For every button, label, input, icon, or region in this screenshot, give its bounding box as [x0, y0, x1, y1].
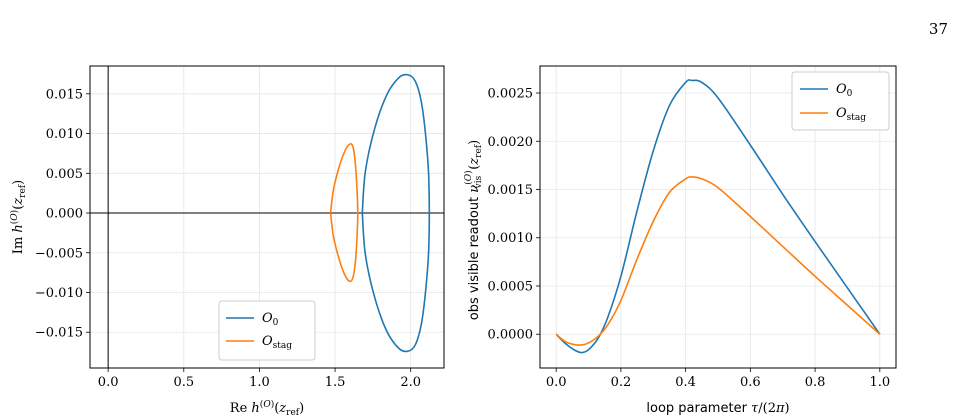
right-y-tick-label: 0.0000	[488, 328, 534, 343]
right-grid	[540, 66, 896, 368]
right-series-line-o0	[555, 79, 881, 354]
right-x-tick-label: 0.2	[611, 375, 632, 390]
right-legend: O0 Ostag	[791, 71, 890, 131]
right-x-axis-title: loop parameter τ/(2π)	[646, 401, 789, 416]
right-plot: 0.0 0.2 0.4 0.6 0.8 1.0 0.00000.00050.00100.0…	[463, 65, 897, 416]
left-y-tick-label: −0.010	[35, 286, 83, 301]
right-y-axis-title-prefix: obs visible readout	[467, 193, 482, 321]
right-y-tick-label: 0.0025	[488, 87, 534, 102]
left-plot-frame	[89, 65, 445, 369]
left-reference-lines	[90, 66, 444, 368]
right-y-tick-label: 0.0020	[488, 135, 534, 150]
right-y-ticks: 0.0000 0.0005 0.0010 0.0015 0.0020 0.0025	[488, 87, 540, 343]
right-legend-box	[791, 71, 890, 131]
left-y-tick-label: −0.005	[35, 246, 83, 261]
left-series-line-ostag	[329, 143, 359, 283]
left-legend: O0 Ostag	[218, 300, 316, 361]
right-x-tick-label: 0.6	[740, 375, 761, 390]
right-series	[555, 79, 881, 354]
left-y-tick-label: 0.015	[46, 87, 83, 102]
left-x-tick-label: 0.5	[173, 375, 194, 390]
right-x-tick-label: 0.8	[805, 375, 826, 390]
right-x-ticks: 0.0 0.2 0.4 0.6 0.8 1.0	[546, 368, 890, 390]
left-y-tick-label: −0.015	[35, 326, 83, 341]
right-y-tick-label: 0.0005	[488, 279, 534, 294]
left-y-ticks: −0.015 −0.010 −0.005 0.000 0.005 0.010 0.015	[35, 87, 90, 341]
page-number: 37	[928, 20, 948, 38]
left-y-tick-label: 0.010	[46, 127, 83, 142]
left-y-tick-label: 0.005	[46, 167, 83, 182]
left-plot: 0.0 0.5 1.0 1.5 2.0 −0.015 −0.010 −0.005 0.000 0…	[9, 65, 445, 418]
left-y-axis-title: Im h(O)(zref)	[9, 180, 28, 254]
left-x-tick-label: 1.5	[325, 375, 346, 390]
right-y-tick-label: 0.0015	[488, 183, 534, 198]
right-y-tick-label: 0.0010	[488, 231, 534, 246]
right-series-line-ostag	[555, 176, 881, 346]
left-y-tick-label: 0.000	[46, 207, 83, 222]
left-x-tick-label: 1.0	[249, 375, 270, 390]
left-x-axis-title: Re h(O)(zref)	[230, 399, 304, 418]
right-y-axis-title: obs visible readout ν(O)vis(zref)	[463, 140, 484, 320]
right-x-tick-label: 0.0	[546, 375, 567, 390]
left-x-tick-label: 2.0	[400, 375, 421, 390]
right-x-tick-label: 1.0	[869, 375, 890, 390]
right-plot-frame	[539, 65, 897, 369]
left-series-line-o0	[361, 73, 431, 353]
left-series	[329, 73, 431, 353]
left-x-ticks: 0.0 0.5 1.0 1.5 2.0	[98, 368, 421, 390]
left-legend-box	[218, 300, 316, 361]
right-x-tick-label: 0.4	[675, 375, 696, 390]
left-x-tick-label: 0.0	[98, 375, 119, 390]
